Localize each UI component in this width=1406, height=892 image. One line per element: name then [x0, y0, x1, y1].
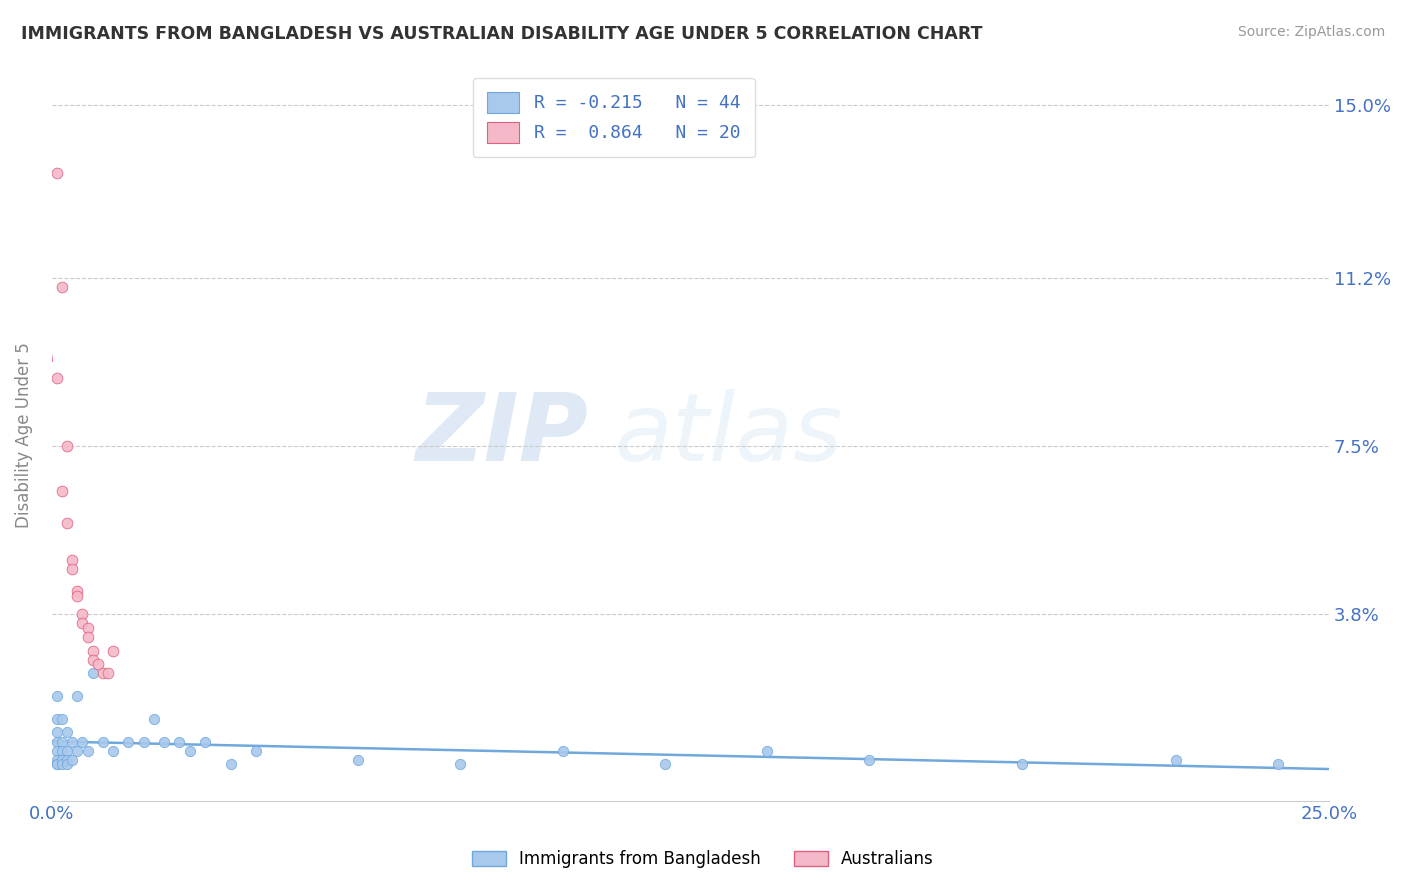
Point	[179, 743, 201, 757]
Point	[51, 734, 73, 748]
Point	[56, 753, 79, 767]
Point	[56, 743, 79, 757]
Point	[45, 725, 67, 739]
Point	[1011, 757, 1033, 772]
Point	[56, 725, 79, 739]
Point	[51, 757, 73, 772]
Point	[45, 370, 67, 384]
Point	[56, 439, 79, 453]
Point	[245, 743, 267, 757]
Point	[76, 621, 98, 635]
Point	[60, 734, 83, 748]
Point	[82, 666, 104, 681]
Text: atlas: atlas	[614, 389, 842, 480]
Point	[45, 166, 67, 180]
Point	[51, 712, 73, 726]
Legend: Immigrants from Bangladesh, Australians: Immigrants from Bangladesh, Australians	[465, 844, 941, 875]
Point	[45, 689, 67, 703]
Point	[72, 607, 94, 622]
Point	[51, 753, 73, 767]
Legend: R = -0.215   N = 44, R =  0.864   N = 20: R = -0.215 N = 44, R = 0.864 N = 20	[472, 78, 755, 157]
Point	[72, 616, 94, 631]
Point	[219, 757, 242, 772]
Text: ZIP: ZIP	[415, 389, 588, 481]
Point	[132, 734, 155, 748]
Text: IMMIGRANTS FROM BANGLADESH VS AUSTRALIAN DISABILITY AGE UNDER 5 CORRELATION CHAR: IMMIGRANTS FROM BANGLADESH VS AUSTRALIAN…	[21, 25, 983, 43]
Point	[45, 757, 67, 772]
Text: Source: ZipAtlas.com: Source: ZipAtlas.com	[1237, 25, 1385, 39]
Point	[91, 734, 114, 748]
Point	[858, 753, 880, 767]
Point	[1267, 757, 1289, 772]
Point	[66, 589, 89, 603]
Point	[76, 743, 98, 757]
Point	[654, 757, 676, 772]
Point	[66, 584, 89, 599]
Point	[51, 484, 73, 499]
Point	[551, 743, 574, 757]
Point	[45, 753, 67, 767]
Point	[87, 657, 110, 672]
Point	[153, 734, 176, 748]
Point	[45, 734, 67, 748]
Point	[756, 743, 779, 757]
Point	[60, 562, 83, 576]
Point	[194, 734, 217, 748]
Point	[45, 712, 67, 726]
Point	[169, 734, 191, 748]
Point	[1164, 753, 1187, 767]
Point	[56, 516, 79, 531]
Point	[101, 643, 124, 657]
Point	[66, 743, 89, 757]
Point	[142, 712, 165, 726]
Point	[60, 552, 83, 566]
Point	[76, 630, 98, 644]
Point	[66, 689, 89, 703]
Point	[347, 753, 370, 767]
Point	[51, 280, 73, 294]
Point	[45, 757, 67, 772]
Point	[117, 734, 139, 748]
Point	[56, 757, 79, 772]
Point	[450, 757, 472, 772]
Point	[91, 666, 114, 681]
Point	[72, 734, 94, 748]
Point	[97, 666, 120, 681]
Point	[82, 653, 104, 667]
Point	[45, 743, 67, 757]
Point	[101, 743, 124, 757]
Point	[60, 753, 83, 767]
Y-axis label: Disability Age Under 5: Disability Age Under 5	[15, 342, 32, 527]
Point	[51, 743, 73, 757]
Point	[82, 643, 104, 657]
